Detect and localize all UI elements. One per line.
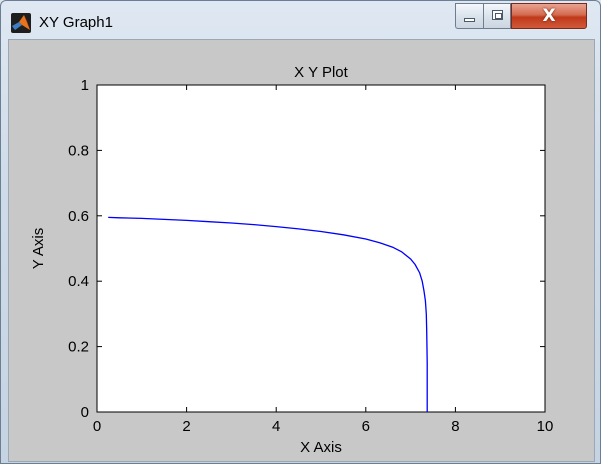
- plot-area: [96, 84, 546, 413]
- x-tick-label: 10: [537, 418, 554, 435]
- xy-plot: 0 2 4 6 8 10 0 0.2 0.4 0.6 0.8 1 X Y Plot X Axis Y …: [30, 64, 553, 456]
- x-tick-label: 2: [182, 418, 190, 435]
- y-tick-label: 0.8: [68, 142, 89, 159]
- maximize-icon: [492, 10, 503, 20]
- close-icon: X: [542, 6, 556, 26]
- x-tick-label: 4: [272, 418, 280, 435]
- minimize-icon: [464, 18, 475, 22]
- y-tick-label: 0: [81, 404, 89, 421]
- y-tick-label: 1: [81, 77, 89, 94]
- minimize-button[interactable]: [455, 3, 483, 29]
- series-line: [108, 216, 428, 412]
- tick-labels: 0 2 4 6 8 10 0 0.2 0.4 0.6 0.8 1: [68, 77, 553, 435]
- x-tick-label: 8: [451, 418, 459, 435]
- tick-marks: [96, 84, 546, 413]
- y-tick-label: 0.2: [68, 339, 89, 356]
- x-axis-label: X Axis: [300, 439, 342, 456]
- x-tick-label: 6: [362, 418, 370, 435]
- x-tick-label: 0: [93, 418, 101, 435]
- figure-area: 0 2 4 6 8 10 0 0.2 0.4 0.6 0.8 1 X Y Plot X Axis Y …: [8, 39, 595, 462]
- y-axis-label: Y Axis: [30, 228, 47, 269]
- y-tick-label: 0.6: [68, 208, 89, 225]
- chart-title: X Y Plot: [294, 64, 348, 81]
- window-title: XY Graph1: [39, 14, 113, 31]
- close-button[interactable]: X: [511, 3, 587, 29]
- matlab-logo-icon: [11, 13, 31, 33]
- title-bar[interactable]: XY Graph1 X: [1, 1, 600, 39]
- y-tick-label: 0.4: [68, 273, 89, 290]
- maximize-button[interactable]: [483, 3, 511, 29]
